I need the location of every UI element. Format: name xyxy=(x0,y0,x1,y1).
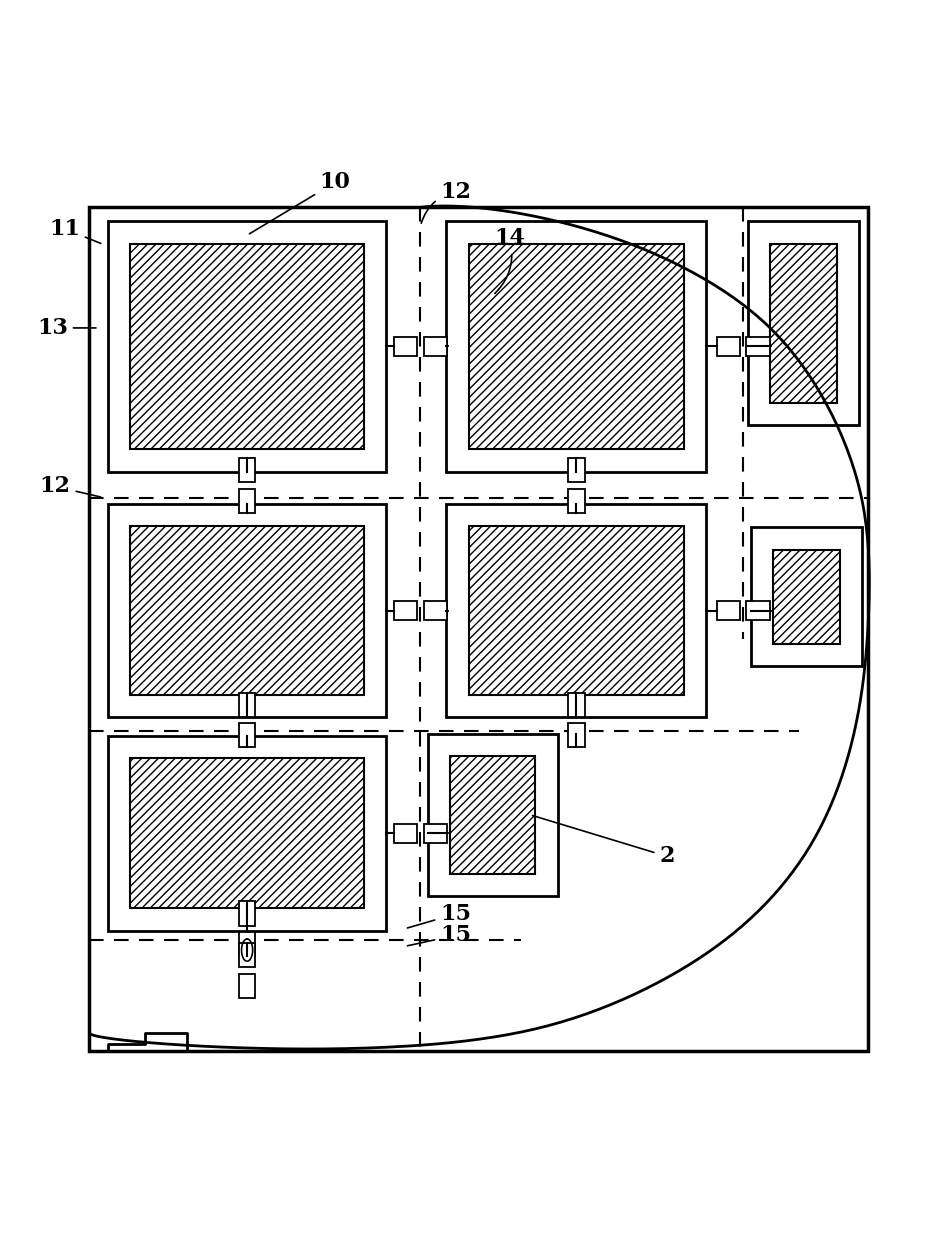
Bar xyxy=(239,693,256,717)
Bar xyxy=(239,901,256,925)
Bar xyxy=(239,932,256,956)
Bar xyxy=(424,825,447,842)
Text: 12: 12 xyxy=(40,475,100,497)
Text: 15: 15 xyxy=(407,924,472,946)
Bar xyxy=(717,601,740,620)
Text: 12: 12 xyxy=(421,181,472,223)
Bar xyxy=(239,973,256,998)
Bar xyxy=(446,221,706,471)
Bar xyxy=(747,337,770,356)
Bar xyxy=(130,526,364,696)
Text: 13: 13 xyxy=(37,317,96,339)
Bar xyxy=(770,243,837,403)
Bar xyxy=(751,527,862,666)
Bar xyxy=(450,756,536,874)
Bar xyxy=(568,459,585,482)
Bar xyxy=(130,758,364,909)
Bar xyxy=(108,505,386,718)
Text: 10: 10 xyxy=(249,171,351,234)
Bar xyxy=(428,734,558,895)
Bar xyxy=(717,337,740,356)
Bar xyxy=(239,944,256,967)
Bar xyxy=(568,489,585,513)
Bar xyxy=(239,723,256,748)
Bar xyxy=(568,723,585,748)
Bar xyxy=(424,601,447,620)
Bar xyxy=(89,207,869,1052)
Text: 11: 11 xyxy=(49,218,100,243)
Text: 15: 15 xyxy=(407,903,472,928)
Bar xyxy=(773,549,840,644)
Bar xyxy=(394,337,418,356)
Bar xyxy=(108,735,386,930)
Bar xyxy=(568,693,585,717)
Bar xyxy=(748,221,859,425)
Bar xyxy=(239,489,256,513)
Bar xyxy=(446,505,706,718)
Text: 14: 14 xyxy=(494,227,525,294)
Bar xyxy=(424,337,447,356)
Bar xyxy=(394,601,418,620)
Bar xyxy=(239,459,256,482)
Bar xyxy=(108,221,386,471)
Text: 2: 2 xyxy=(533,816,675,868)
Bar xyxy=(469,526,684,696)
Bar xyxy=(469,243,684,449)
Bar xyxy=(394,825,418,842)
Bar xyxy=(130,243,364,449)
Bar xyxy=(747,601,770,620)
